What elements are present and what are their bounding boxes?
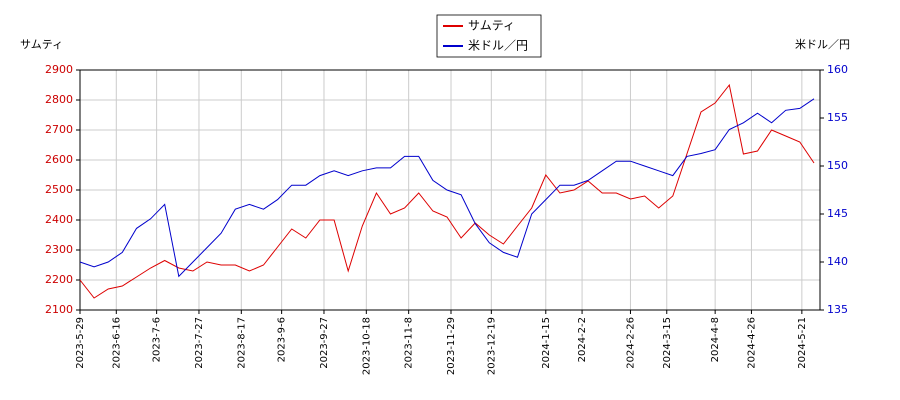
x-tick-label: 2023-11-8 <box>404 317 415 369</box>
x-tick-label: 2024-2-26 <box>625 317 636 369</box>
x-tick-label: 2024-4-8 <box>710 317 721 362</box>
series-line <box>79 98 815 278</box>
x-tick-label: 2023-8-17 <box>236 317 247 369</box>
x-tick-label: 2023-7-6 <box>152 317 163 362</box>
plot-frame <box>79 69 821 311</box>
y-axis-label: サムティ <box>20 38 63 51</box>
legend-label: サムティ <box>468 19 515 33</box>
y2-tick-label: 160 <box>827 63 848 76</box>
x-tick-label: 2024-1-15 <box>541 317 552 369</box>
x-tick-label: 2024-3-15 <box>662 317 673 369</box>
y-tick-label: 2500 <box>45 183 73 196</box>
y-tick-label: 2800 <box>45 93 73 106</box>
y-tick-label: 2900 <box>45 63 73 76</box>
y2-tick-label: 140 <box>827 255 848 268</box>
y-tick-label: 2100 <box>45 303 73 316</box>
y-tick-label: 2700 <box>45 123 73 136</box>
x-tick-label: 2023-7-27 <box>194 317 205 369</box>
x-tick-label: 2023-11-29 <box>446 317 457 375</box>
x-tick-label: 2024-5-21 <box>797 317 808 369</box>
series-line <box>79 83 815 299</box>
y2-tick-label: 145 <box>827 207 848 220</box>
x-tick-label: 2024-2-2 <box>577 317 588 362</box>
y2-tick-label: 135 <box>827 303 848 316</box>
y2-axis-label: 米ドル／円 <box>795 38 850 51</box>
x-tick-label: 2023-9-6 <box>277 317 288 362</box>
legend-label: 米ドル／円 <box>468 39 528 53</box>
x-tick-label: 2024-4-26 <box>746 317 757 369</box>
x-tick-label: 2023-10-18 <box>361 317 372 375</box>
x-tick-label: 2023-6-16 <box>111 317 122 369</box>
x-tick-label: 2023-9-27 <box>319 317 330 369</box>
y-tick-label: 2200 <box>45 273 73 286</box>
legend-box <box>436 14 542 58</box>
x-tick-label: 2023-12-19 <box>486 317 497 375</box>
y-tick-label: 2300 <box>45 243 73 256</box>
y-tick-label: 2600 <box>45 153 73 166</box>
x-tick-label: 2023-5-29 <box>75 317 86 369</box>
y2-tick-label: 155 <box>827 111 848 124</box>
y-tick-label: 2400 <box>45 213 73 226</box>
y2-tick-label: 150 <box>827 159 848 172</box>
